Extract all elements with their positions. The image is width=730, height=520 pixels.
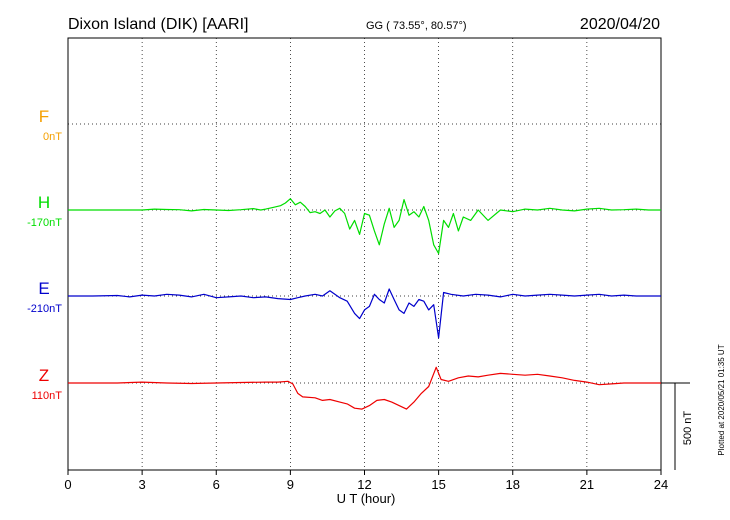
series-line-H bbox=[68, 198, 661, 255]
x-tick-label: 6 bbox=[213, 477, 220, 492]
x-tick-label: 9 bbox=[287, 477, 294, 492]
series-baseline-E: -210nT bbox=[27, 303, 62, 315]
series-line-Z bbox=[68, 366, 661, 410]
series-line-E bbox=[68, 288, 661, 339]
grid bbox=[68, 38, 661, 470]
series-baseline-H: -170nT bbox=[27, 217, 62, 229]
series-labels: F 0nT H -170nT E -210nT Z 110nT bbox=[27, 107, 62, 402]
series-baseline-Z: 110nT bbox=[32, 390, 63, 402]
x-tick-label: 15 bbox=[431, 477, 445, 492]
x-tick-label: 12 bbox=[357, 477, 371, 492]
series-lines bbox=[68, 198, 661, 410]
x-tick-label: 0 bbox=[64, 477, 71, 492]
series-name-F: F bbox=[39, 107, 49, 126]
x-axis-label: U T (hour) bbox=[337, 491, 396, 506]
series-name-H: H bbox=[38, 193, 50, 212]
scale-label: 500 nT bbox=[682, 411, 694, 446]
plotted-timestamp: Plotted at 2020/05/21 01:35 UT bbox=[717, 344, 726, 455]
series-name-E: E bbox=[38, 279, 49, 298]
scale-bar: 500 nT bbox=[661, 382, 694, 470]
series-name-Z: Z bbox=[39, 366, 49, 385]
x-tick-label: 24 bbox=[654, 477, 668, 492]
x-axis: 0 3 6 9 12 15 18 21 24 bbox=[64, 470, 668, 492]
coordinates-label: GG ( 73.55°, 80.57°) bbox=[366, 20, 467, 32]
x-tick-label: 21 bbox=[580, 477, 594, 492]
station-title: Dixon Island (DIK) [AARI] bbox=[68, 16, 249, 33]
x-tick-label: 3 bbox=[139, 477, 146, 492]
x-tick-label: 18 bbox=[506, 477, 520, 492]
series-baseline-F: 0nT bbox=[43, 131, 62, 143]
date-label: 2020/04/20 bbox=[580, 16, 660, 33]
